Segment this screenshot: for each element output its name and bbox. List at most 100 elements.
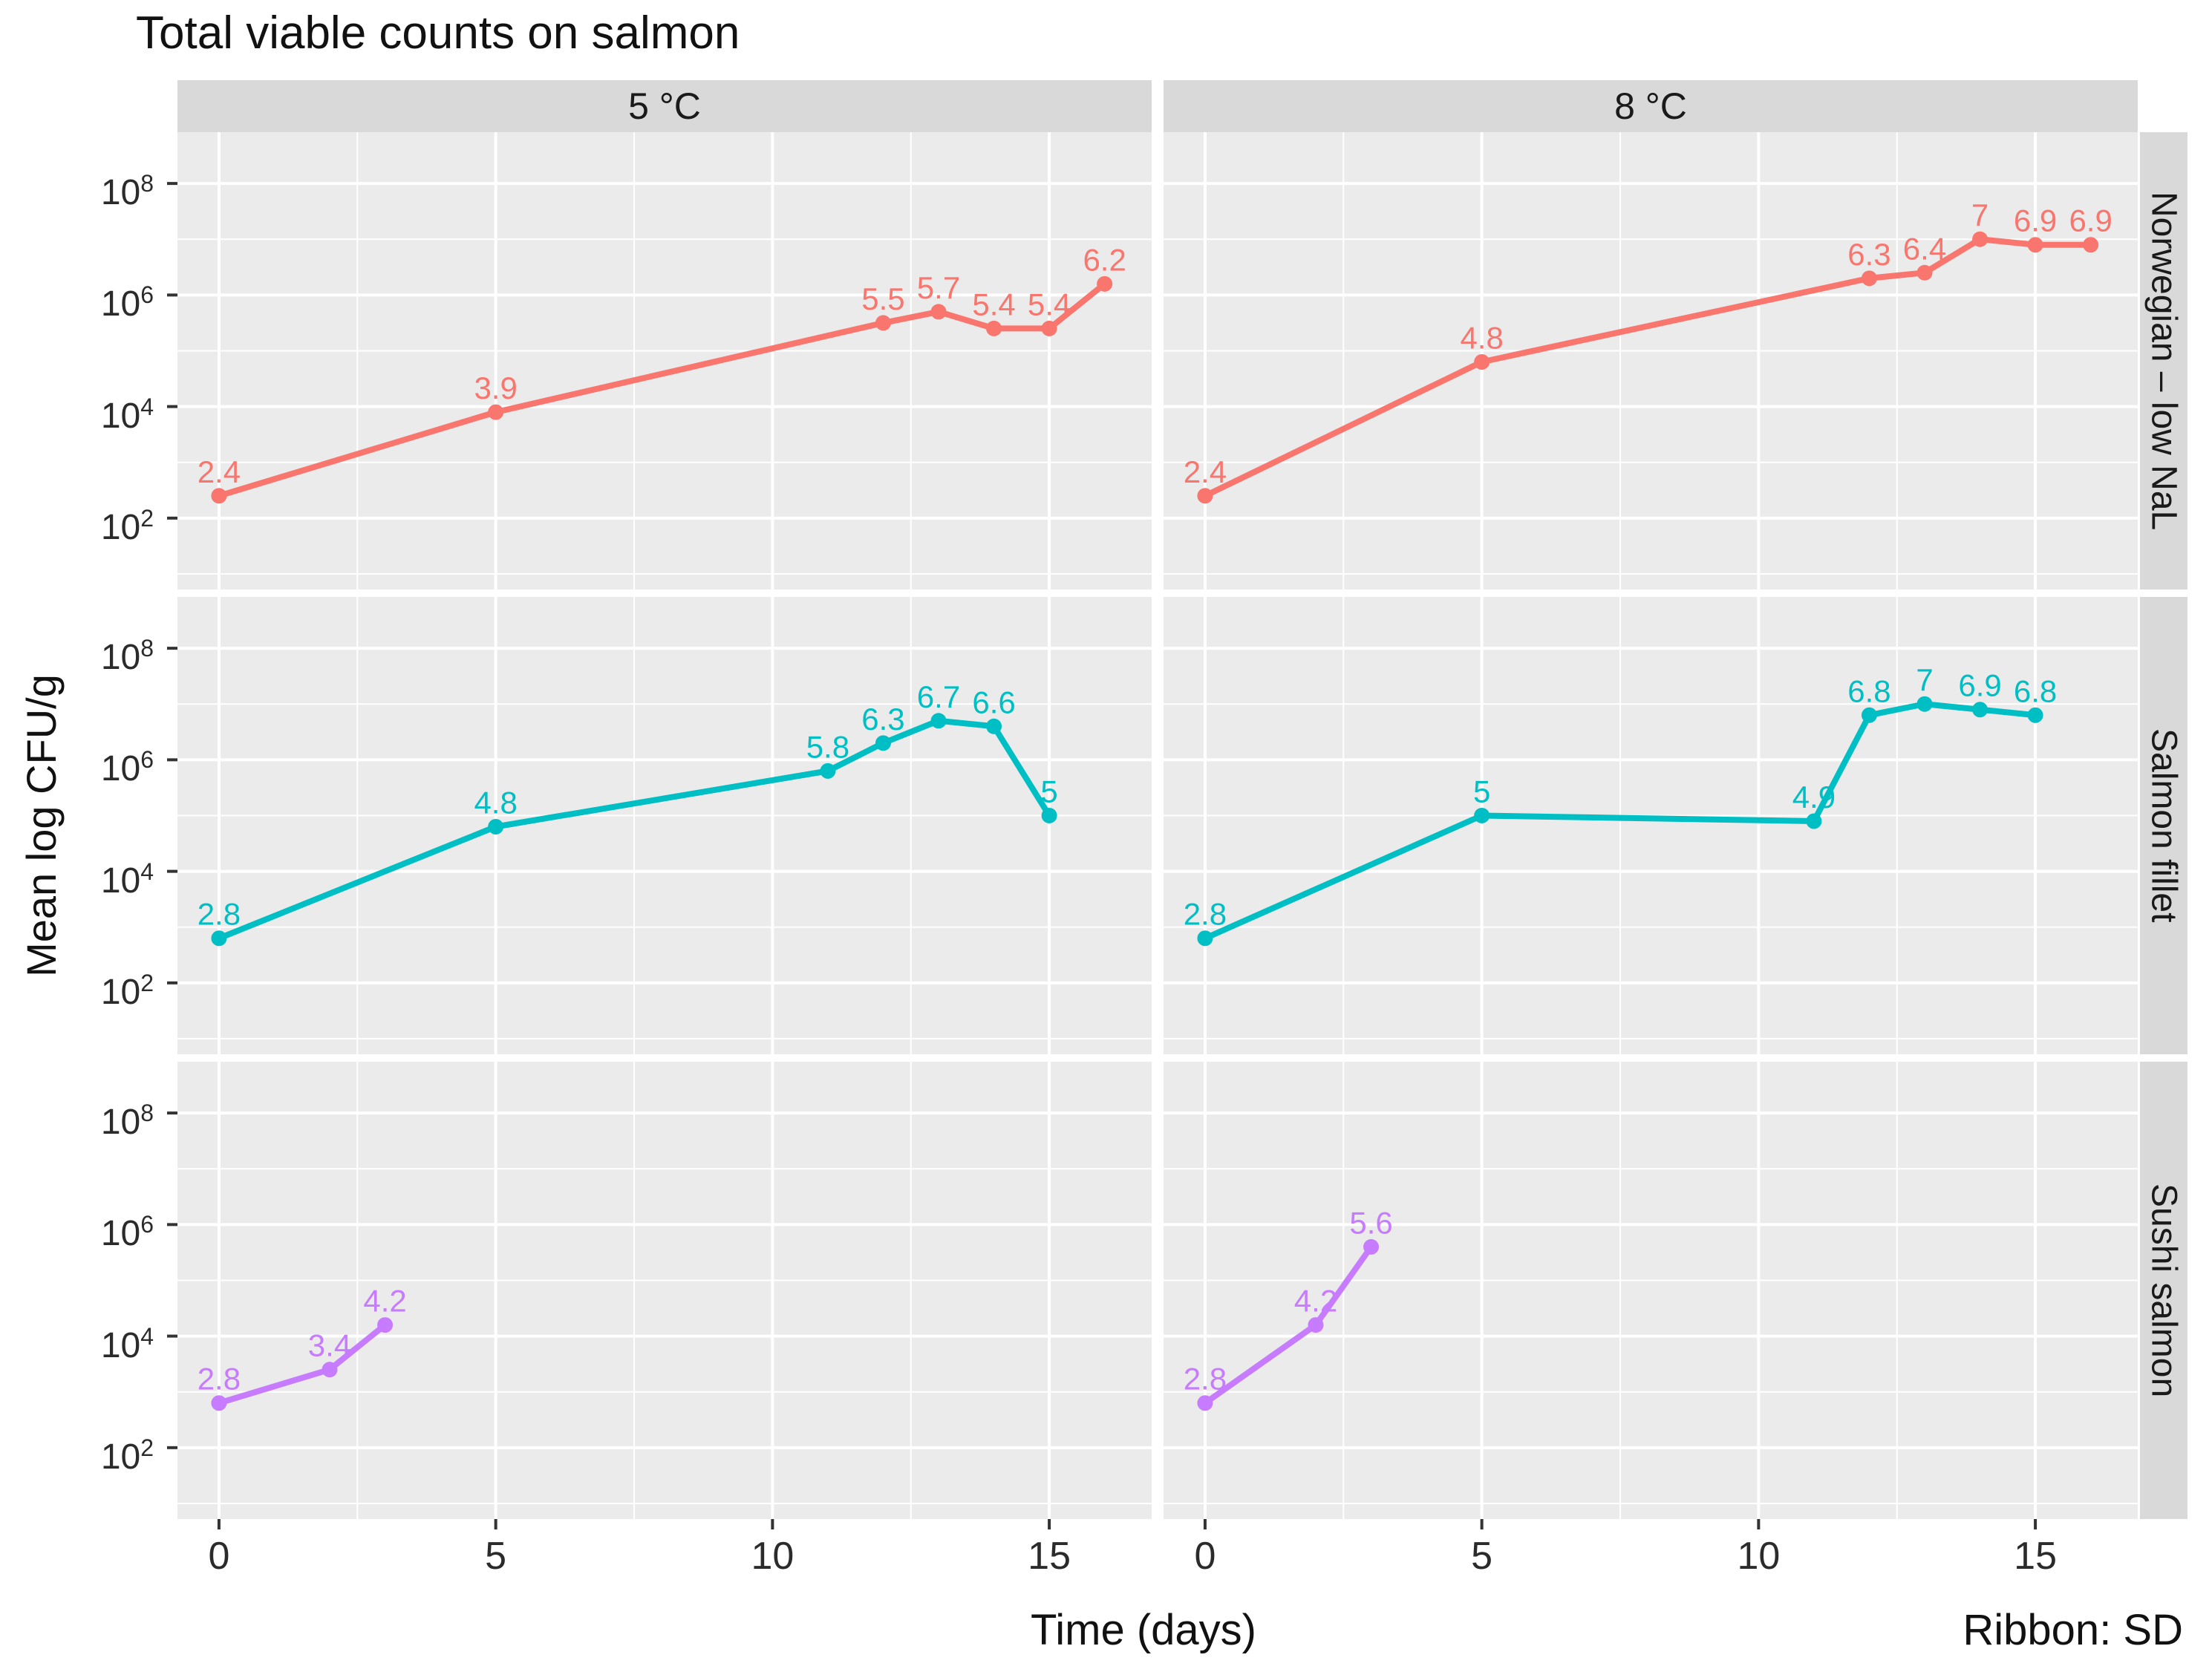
y-tick-label: 102 — [100, 969, 154, 1012]
point-label: 6.9 — [2069, 203, 2112, 238]
data-point — [930, 713, 947, 729]
data-point — [1308, 1317, 1324, 1333]
point-label: 6.3 — [861, 702, 904, 737]
data-point — [875, 315, 891, 331]
point-label: 2.8 — [1184, 1362, 1227, 1397]
panel-bg — [177, 1062, 1152, 1519]
point-label: 4.2 — [1294, 1284, 1337, 1319]
point-label: 5.8 — [806, 729, 849, 764]
point-label: 7 — [1971, 197, 1988, 232]
panel-bg — [1164, 1062, 2138, 1519]
data-point — [2027, 237, 2043, 253]
data-point — [1197, 488, 1213, 504]
data-point — [986, 320, 1002, 336]
x-tick-label: 0 — [1194, 1535, 1216, 1578]
point-label: 4.8 — [1460, 321, 1503, 356]
x-tick-label: 10 — [751, 1535, 795, 1578]
data-point — [875, 735, 891, 751]
point-label: 5.5 — [861, 281, 904, 316]
data-point — [1916, 264, 1933, 281]
point-label: 2.8 — [1184, 897, 1227, 932]
point-label: 6.3 — [1847, 237, 1890, 272]
data-point — [2027, 707, 2043, 723]
point-label: 6.9 — [1958, 668, 2001, 703]
data-point — [1474, 807, 1490, 823]
data-point — [1861, 707, 1877, 723]
facet-strip-norwegian-low-nal: Norwegian – low NaL — [2140, 132, 2187, 590]
point-label: 3.4 — [308, 1328, 351, 1363]
y-tick-label: 102 — [100, 504, 154, 547]
x-axis-title: Time (days) — [1031, 1606, 1256, 1654]
y-tick-label: 104 — [100, 393, 154, 436]
y-tick-label: 104 — [100, 858, 154, 901]
data-point — [1041, 320, 1057, 336]
point-label: 6.9 — [2014, 203, 2057, 238]
data-point — [1197, 1395, 1213, 1411]
x-tick-label: 0 — [208, 1535, 230, 1578]
point-label: 6.4 — [1903, 231, 1946, 266]
point-label: 5.4 — [1028, 287, 1071, 321]
data-point — [211, 930, 227, 947]
panel-bg — [1164, 597, 2138, 1054]
y-tick-label: 108 — [100, 1100, 154, 1143]
data-point — [1363, 1238, 1380, 1255]
y-tick-label: 106 — [100, 281, 154, 324]
chart-title: Total viable counts on salmon — [136, 7, 740, 59]
facet-strip-8c: 8 °C — [1164, 80, 2138, 132]
x-tick-label: 5 — [485, 1535, 507, 1578]
x-tick-label: 10 — [1737, 1535, 1781, 1578]
point-label: 4.8 — [474, 786, 517, 820]
data-point — [1197, 930, 1213, 947]
data-point — [2083, 237, 2099, 253]
point-label: 2.4 — [1184, 454, 1227, 489]
point-label: 5.4 — [972, 287, 1015, 321]
point-label: 4.9 — [1792, 780, 1836, 814]
data-point — [1972, 231, 1988, 247]
point-label: 5.6 — [1349, 1205, 1392, 1240]
panel-bg — [177, 132, 1152, 590]
point-label: 5 — [1473, 774, 1490, 809]
data-point — [211, 488, 227, 504]
data-point — [986, 718, 1002, 734]
y-tick-label: 102 — [100, 1434, 154, 1477]
point-label: 6.8 — [2014, 673, 2057, 708]
point-label: 3.9 — [474, 370, 517, 405]
point-label: 5.7 — [917, 270, 960, 305]
data-point — [1474, 354, 1490, 370]
data-point — [488, 404, 504, 420]
point-label: 6.7 — [917, 679, 960, 714]
data-point — [1861, 270, 1877, 287]
x-tick-label: 5 — [1471, 1535, 1493, 1578]
data-point — [488, 819, 504, 835]
point-label: 2.8 — [198, 897, 241, 932]
panel-bg — [177, 597, 1152, 1054]
data-point — [1806, 813, 1822, 829]
data-point — [1097, 275, 1113, 292]
y-tick-label: 104 — [100, 1322, 154, 1365]
data-point — [820, 762, 836, 779]
x-tick-label: 15 — [1028, 1535, 1071, 1578]
point-label: 6.6 — [972, 685, 1015, 719]
y-tick-label: 108 — [100, 170, 154, 213]
ribbon-note: Ribbon: SD — [1963, 1606, 2183, 1654]
data-point — [211, 1395, 227, 1411]
facet-strip-sushi-salmon: Sushi salmon — [2140, 1062, 2187, 1519]
y-tick-label: 106 — [100, 746, 154, 789]
point-label: 2.4 — [198, 454, 241, 489]
data-point — [1916, 696, 1933, 712]
point-label: 7 — [1916, 662, 1933, 697]
point-label: 2.8 — [198, 1362, 241, 1397]
data-point — [377, 1317, 394, 1333]
point-label: 6.2 — [1083, 242, 1126, 277]
data-point — [930, 304, 947, 320]
y-tick-label: 106 — [100, 1211, 154, 1254]
facet-strip-5c: 5 °C — [177, 80, 1152, 132]
point-label: 4.2 — [363, 1284, 406, 1319]
panel-bg — [1164, 132, 2138, 590]
data-point — [322, 1362, 338, 1378]
data-point — [1972, 702, 1988, 718]
point-label: 5 — [1040, 774, 1057, 809]
data-point — [1041, 807, 1057, 823]
